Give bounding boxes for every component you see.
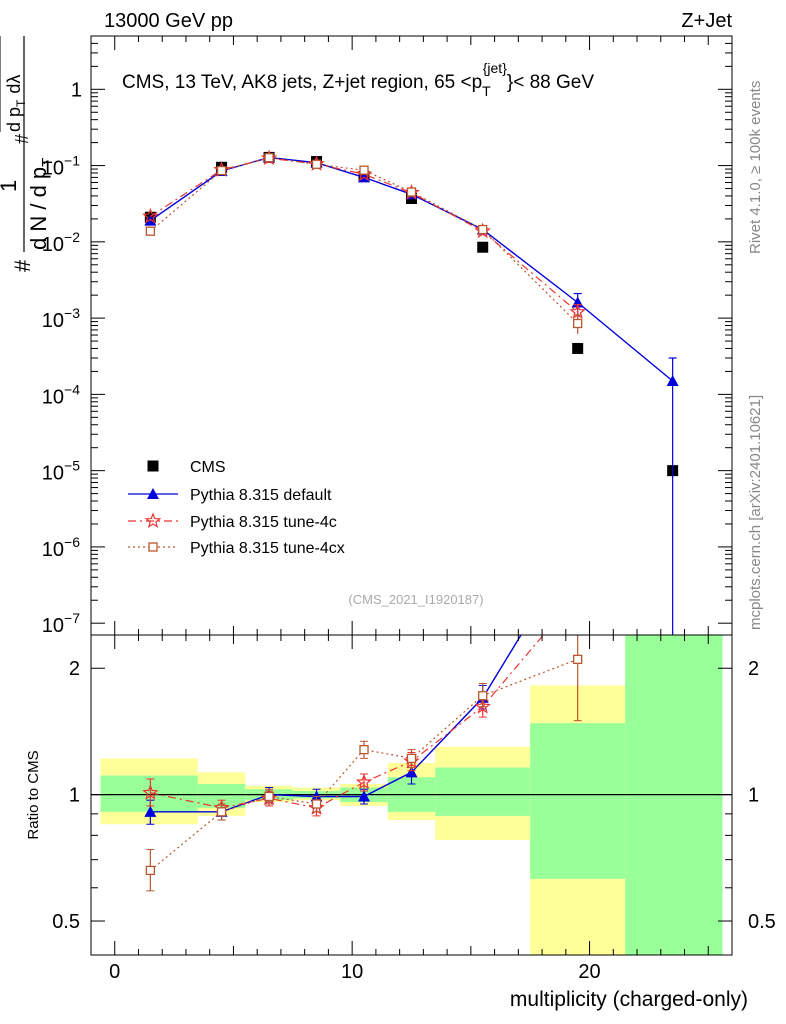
ratio-point-opensquare: [573, 654, 583, 664]
main-panel-series: [142, 149, 679, 635]
main-point-square: [477, 241, 489, 253]
ratio-y-tick-label-right: 0.5: [748, 911, 776, 933]
main-panel-ticks: 1 10−1 10−2 10−3 10−4 10−5 10−6 10−7: [42, 35, 733, 637]
ratio-point-opensquare: [311, 799, 322, 809]
ratio-series-line-opensquare: [150, 658, 578, 871]
ratio-point-triangle: [358, 790, 371, 802]
main-point-square: [572, 342, 584, 354]
main-point-opensquare: [478, 224, 488, 235]
x-axis-label: multiplicity (charged-only): [510, 988, 748, 1011]
y-label-denominator-a: d N / d pT: [26, 158, 56, 250]
legend-label-opensquare: Pythia 8.315 tune-4cx: [190, 540, 345, 557]
main-point-opensquare: [359, 165, 369, 175]
main-point-opensquare: [311, 159, 322, 169]
ratio-point-opensquare: [264, 791, 274, 802]
y-label-hash: #: [10, 259, 35, 272]
ratio-y-tick-label-left: 2: [69, 658, 80, 680]
ratio-uncertainty-bands: [91, 635, 732, 955]
ratio-band-inner: [435, 767, 531, 816]
chart-legend: CMS Pythia 8.315 default Pythia 8.315 tune…: [128, 459, 345, 557]
main-y-axis-label: # 1 d N / d pT # d2N d pTdλ: [0, 36, 56, 272]
ratio-point-triangle: [144, 805, 157, 817]
main-y-tick-label: 10−6: [42, 534, 80, 561]
ratio-panel-ticks: 0.5 0.51 12 20 10 20: [52, 635, 776, 983]
y-label-hash-2: #: [12, 134, 32, 144]
header-right-title: Z+Jet: [681, 10, 732, 32]
ratio-point-star: [474, 698, 491, 714]
legend-marker-square: [147, 460, 159, 472]
y-label-one: 1: [0, 180, 21, 192]
ratio-y-tick-label-right: 2: [748, 658, 759, 680]
ratio-point-opensquare: [478, 691, 488, 701]
analysis-watermark: (CMS_2021_I1920187): [348, 592, 483, 607]
legend-marker-triangle: [147, 488, 159, 499]
legend-label-star: Pythia 8.315 tune-4c: [190, 514, 337, 531]
y-label-denominator-b: d pTdλ: [4, 75, 28, 132]
ratio-panel: 0.5 0.51 12 20 10 20: [52, 634, 776, 983]
main-point-opensquare: [573, 318, 583, 329]
chart-title: CMS, 13 TeV, AK8 jets, Z+jet region, 65 …: [122, 60, 594, 99]
main-y-tick-label: 10−5: [42, 458, 80, 485]
main-y-tick-label: 10−1: [42, 153, 80, 180]
legend-label-triangle: Pythia 8.315 default: [190, 487, 332, 504]
main-y-tick-label: 1: [71, 79, 82, 101]
mcplots-source-label: mcplots.cern.ch [arXiv:2401.10621]: [747, 395, 764, 630]
ratio-band-inner: [530, 723, 626, 879]
ratio-band-inner: [197, 784, 246, 808]
ratio-point-opensquare: [216, 807, 227, 817]
main-point-opensquare: [145, 226, 156, 236]
rivet-version-label: Rivet 4.1.0, ≥ 100k events: [747, 81, 764, 254]
ratio-panel-series: [142, 635, 583, 892]
ratio-y-tick-label-left: 0.5: [52, 911, 80, 933]
main-point-opensquare: [264, 153, 274, 163]
x-tick-label: 0: [109, 961, 120, 983]
main-panel: 1 10−1 10−2 10−3 10−4 10−5 10−6 10−7: [42, 35, 733, 637]
main-point-opensquare: [406, 187, 417, 197]
main-y-tick-label: 10−4: [42, 381, 80, 408]
legend-label-square: CMS: [190, 459, 226, 476]
main-point-opensquare: [216, 165, 227, 176]
main-point-triangle: [666, 374, 679, 386]
ratio-point-opensquare: [406, 753, 417, 764]
main-panel-frame: [90, 35, 733, 636]
ratio-y-axis-label: Ratio to CMS: [25, 750, 42, 839]
main-point-star: [474, 222, 491, 239]
ratio-point-star: [142, 784, 159, 800]
main-y-tick-label: 10−7: [42, 610, 80, 637]
legend-marker-star: [144, 512, 162, 529]
x-tick-label: 10: [341, 961, 363, 983]
main-series-line-opensquare: [150, 157, 579, 324]
ratio-point-star: [355, 773, 373, 790]
main-y-tick-label: 10−3: [42, 305, 80, 332]
x-tick-label: 20: [578, 961, 600, 983]
legend-marker-opensquare: [148, 542, 158, 552]
ratio-y-tick-label-right: 1: [748, 785, 759, 807]
header-left-title: 13000 GeV pp: [104, 10, 233, 32]
ratio-y-tick-label-left: 1: [69, 785, 80, 807]
ratio-point-opensquare: [145, 865, 156, 876]
ratio-point-opensquare: [359, 744, 369, 755]
main-point-star: [142, 207, 159, 224]
ratio-point-triangle: [405, 766, 418, 778]
main-point-star: [355, 165, 373, 182]
main-y-tick-label: 10−2: [42, 229, 80, 256]
